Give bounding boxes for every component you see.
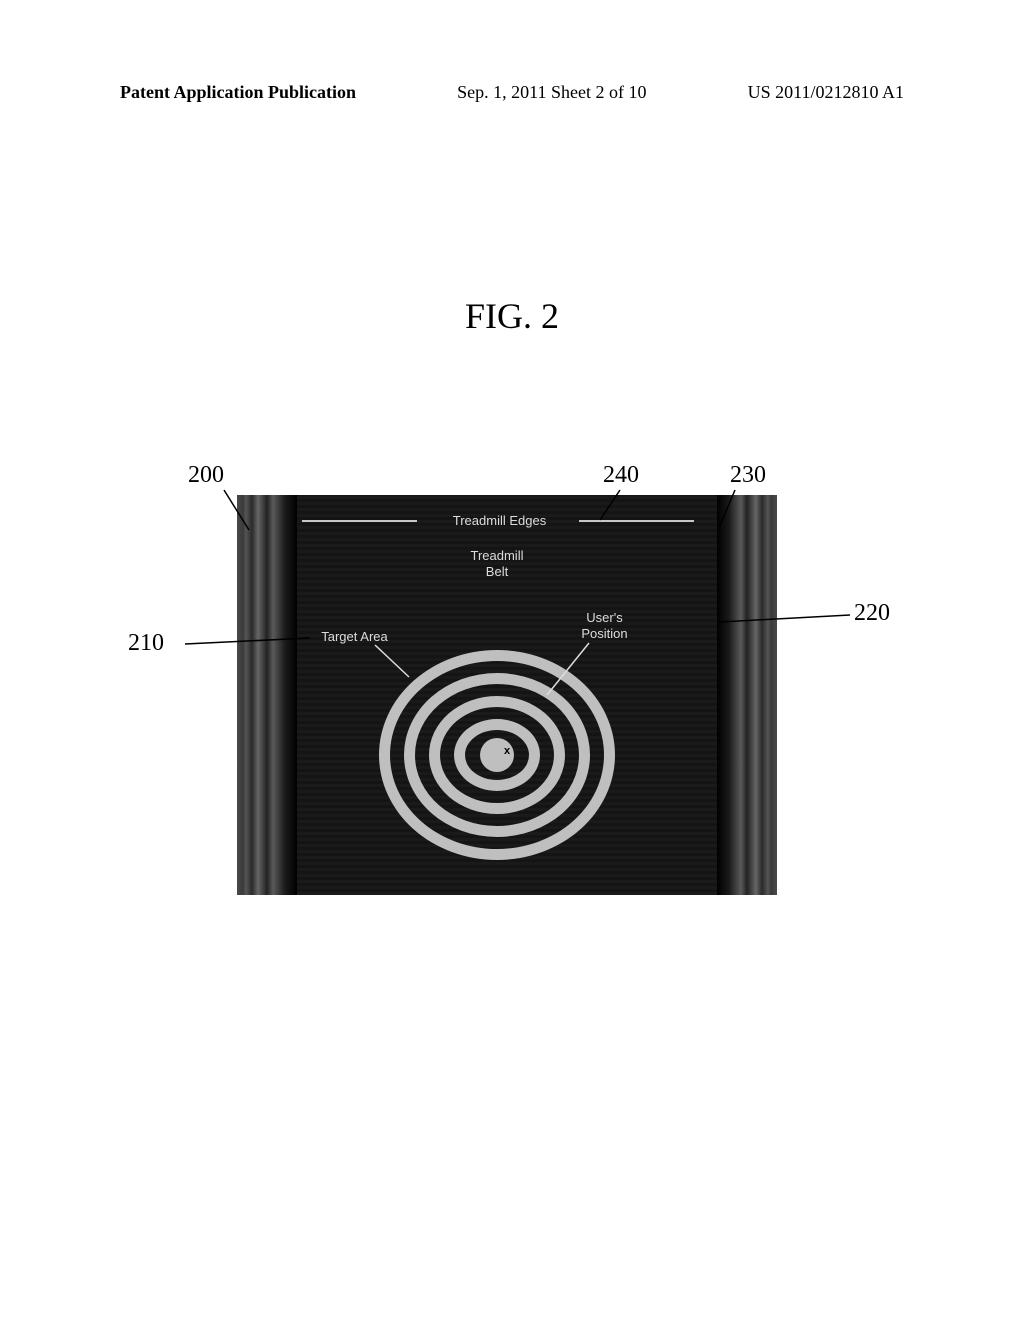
label-user-line1: User's bbox=[586, 610, 622, 625]
ref-num-200: 200 bbox=[188, 462, 224, 489]
header-left: Patent Application Publication bbox=[120, 82, 356, 103]
treadmill-edge-right bbox=[717, 495, 777, 895]
label-user-line2: Position bbox=[581, 626, 627, 641]
ref-num-240: 240 bbox=[603, 462, 639, 489]
treadmill-edge-left bbox=[237, 495, 297, 895]
edge-indicator-line-left bbox=[302, 520, 417, 522]
figure-title: FIG. 2 bbox=[0, 295, 1024, 337]
label-user-position: User's Position bbox=[567, 610, 642, 641]
label-treadmill-belt: Treadmill Belt bbox=[447, 548, 547, 579]
label-belt-line1: Treadmill bbox=[471, 548, 524, 563]
treadmill-figure: Treadmill Edges Treadmill Belt Target Ar… bbox=[237, 495, 777, 895]
ref-num-210: 210 bbox=[128, 630, 164, 657]
ref-num-220: 220 bbox=[854, 600, 890, 627]
user-position-x-mark: x bbox=[504, 745, 510, 757]
label-belt-line2: Belt bbox=[486, 564, 508, 579]
header-center: Sep. 1, 2011 Sheet 2 of 10 bbox=[457, 82, 646, 103]
header-right: US 2011/0212810 A1 bbox=[748, 82, 904, 103]
label-target-area: Target Area bbox=[312, 629, 397, 645]
edge-indicator-line-right bbox=[579, 520, 694, 522]
label-treadmill-edges: Treadmill Edges bbox=[422, 513, 577, 529]
ref-num-230: 230 bbox=[730, 462, 766, 489]
